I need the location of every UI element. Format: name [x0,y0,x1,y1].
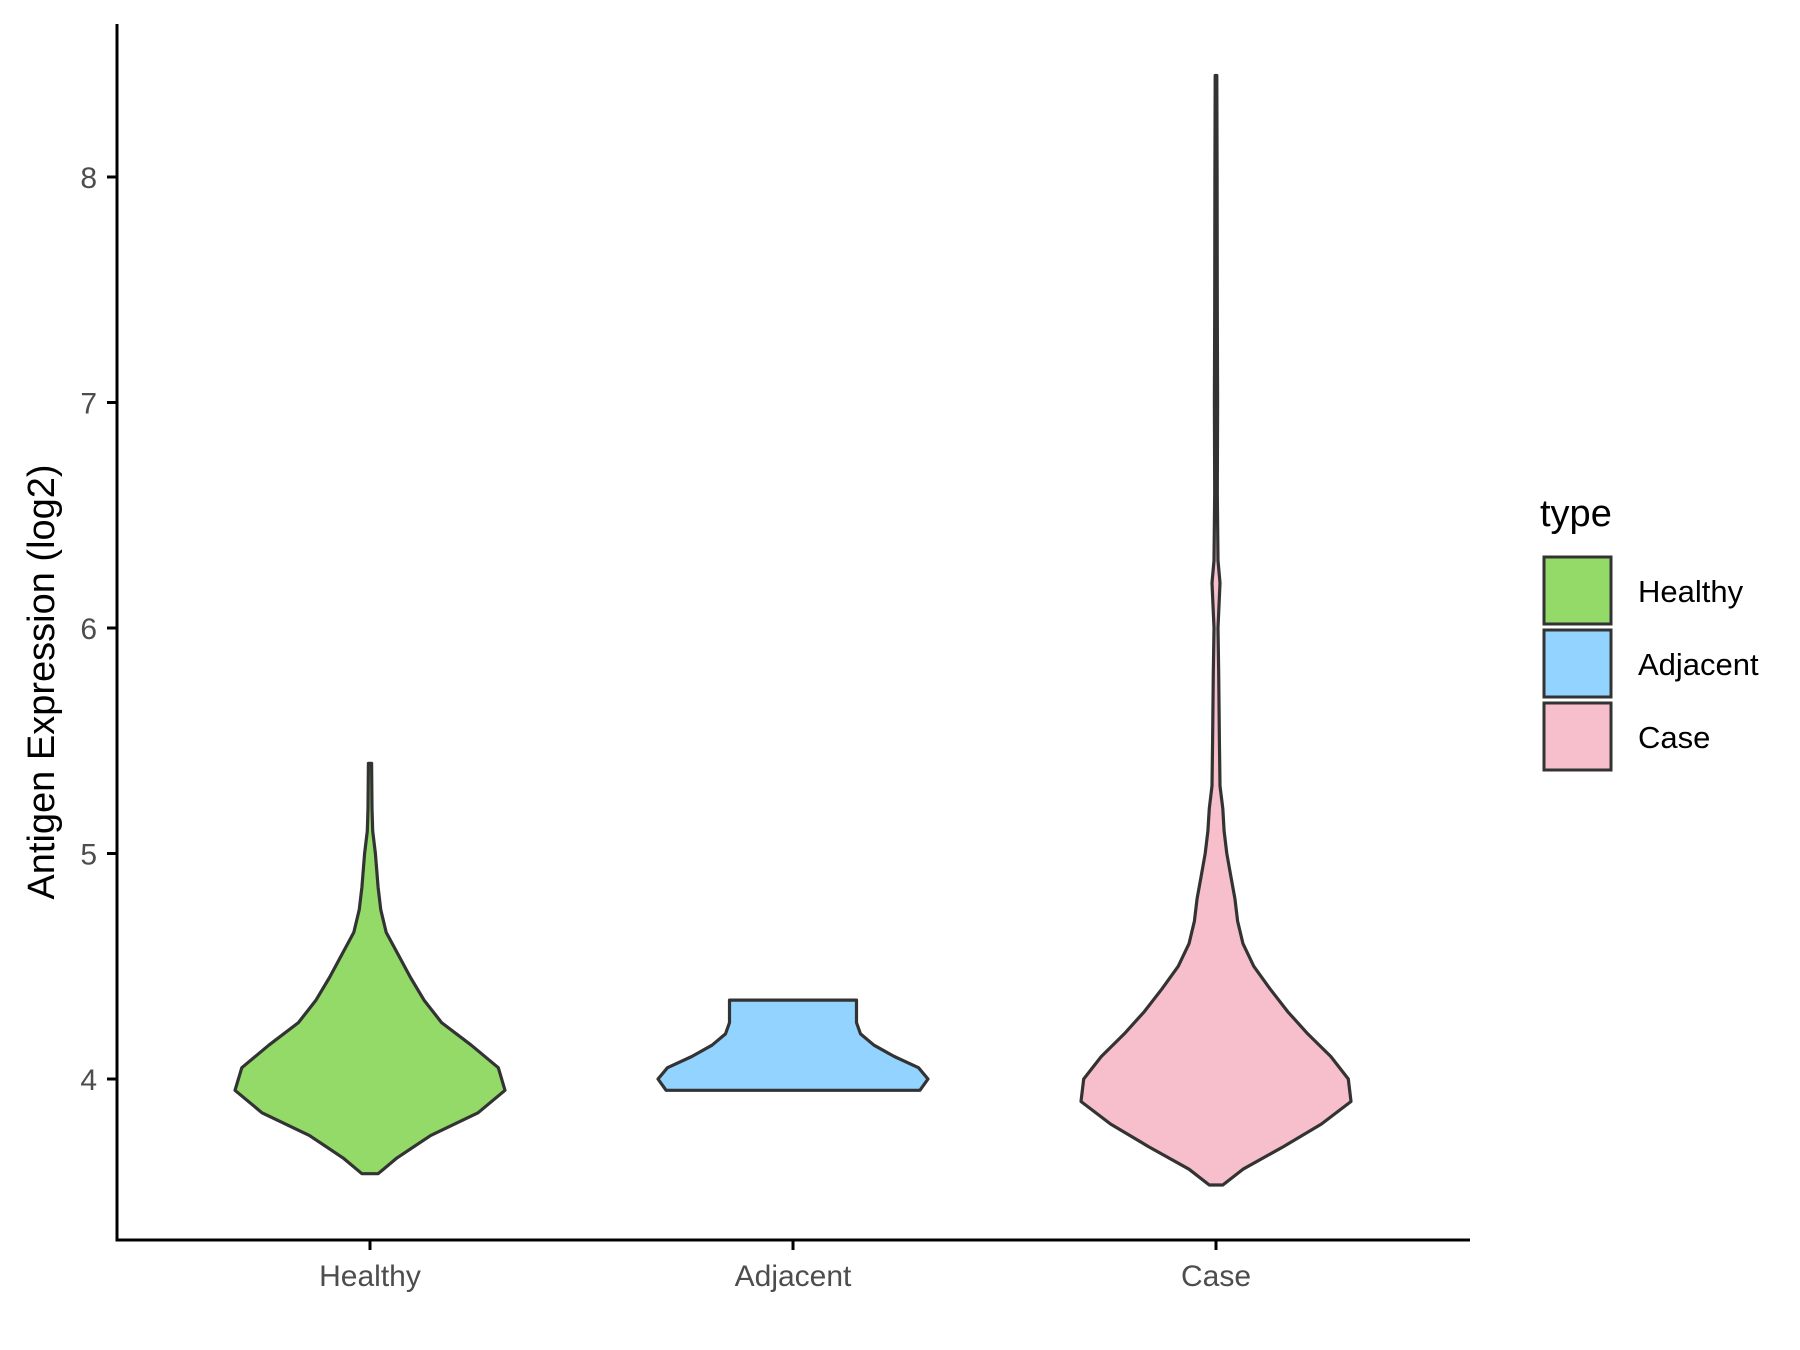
legend-label-adjacent: Adjacent [1638,647,1759,682]
y-tick-label: 6 [80,613,97,646]
x-tick-label: Healthy [319,1260,421,1293]
legend-swatch-healthy [1542,555,1613,626]
y-tick-label: 5 [80,839,97,872]
violin-adjacent [656,998,930,1092]
legend-swatch-case [1542,701,1613,772]
y-tick-label: 7 [80,388,97,421]
y-tick-label: 4 [80,1064,97,1097]
violins-group [233,73,1353,1187]
violin-case [1079,73,1353,1187]
y-ticks-group: 4 5 6 7 8 [80,162,117,1097]
y-axis-title: Antigen Expression (log2) [21,464,63,899]
x-ticks-group: Healthy Adjacent Case [319,1240,1251,1293]
legend-label-healthy: Healthy [1638,574,1744,609]
legend-swatch-adjacent [1542,628,1613,699]
violin-healthy [233,761,507,1176]
legend-label-case: Case [1638,720,1710,755]
legend-title: type [1540,493,1612,535]
x-tick-label: Case [1181,1260,1251,1293]
legend: Healthy Adjacent Case [1542,555,1759,772]
x-tick-label: Adjacent [735,1260,852,1293]
y-tick-label: 8 [80,162,97,195]
